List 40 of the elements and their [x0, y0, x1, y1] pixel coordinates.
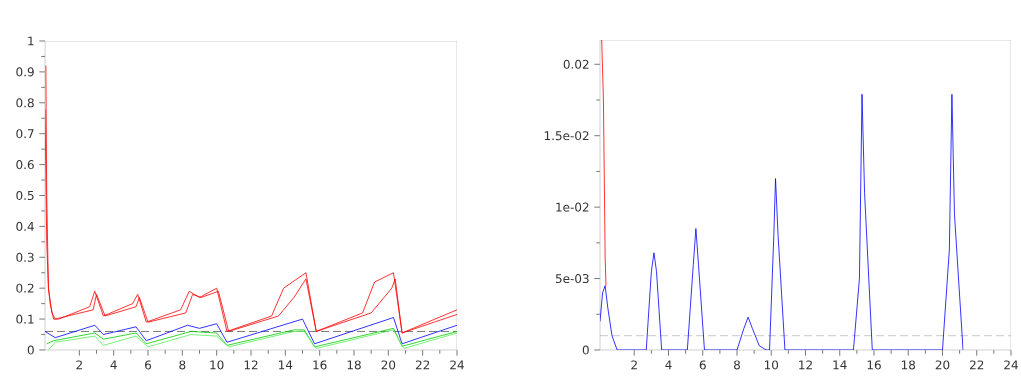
- x-tick-label: 6: [699, 360, 706, 370]
- x-tick-label: 16: [313, 360, 327, 370]
- y-tick-label: 1.5e-02: [544, 131, 589, 141]
- x-tick-label: 2: [631, 360, 637, 370]
- y-tick-label: 0.4: [16, 221, 34, 231]
- y-tick-label: 0.8: [16, 98, 34, 108]
- x-tick-label: 24: [1004, 360, 1018, 370]
- x-tick-label: 12: [244, 360, 258, 370]
- y-tick-label: 0.3: [16, 252, 34, 262]
- y-tick-label: 0: [27, 345, 34, 355]
- y-tick-label: 0: [582, 345, 589, 355]
- x-tick-label: 12: [799, 360, 812, 370]
- x-tick-label: 10: [764, 360, 779, 370]
- x-tick-label: 14: [279, 360, 293, 370]
- x-tick-label: 4: [665, 360, 672, 370]
- y-tick-label: 0.02: [563, 59, 589, 69]
- y-tick-label: 0.1: [16, 314, 34, 324]
- y-tick-label: 0.9: [16, 67, 34, 77]
- x-tick-label: 2: [76, 360, 82, 370]
- x-tick-label: 8: [734, 360, 740, 370]
- x-tick-label: 20: [381, 360, 396, 370]
- x-tick-label: 10: [210, 360, 224, 370]
- x-tick-label: 22: [415, 360, 430, 370]
- y-tick-label: 1: [28, 36, 34, 46]
- x-tick-label: 18: [901, 360, 916, 370]
- x-tick-label: 24: [450, 360, 464, 370]
- x-tick-label: 16: [867, 360, 881, 370]
- x-tick-label: 22: [969, 360, 984, 370]
- x-tick-label: 18: [347, 360, 361, 370]
- y-tick-label: 0.7: [16, 129, 34, 139]
- x-tick-label: 14: [833, 360, 847, 370]
- x-tick-label: 20: [935, 360, 950, 370]
- x-tick-label: 4: [110, 360, 117, 370]
- x-tick-label: 8: [179, 360, 186, 370]
- y-tick-label: 0.5: [16, 190, 34, 201]
- y-tick-label: 5e-03: [555, 274, 589, 284]
- x-tick-label: 6: [145, 360, 152, 370]
- y-tick-label: 0.2: [16, 283, 34, 293]
- y-tick-label: 1e-02: [556, 202, 589, 212]
- y-tick-label: 0.6: [16, 160, 34, 170]
